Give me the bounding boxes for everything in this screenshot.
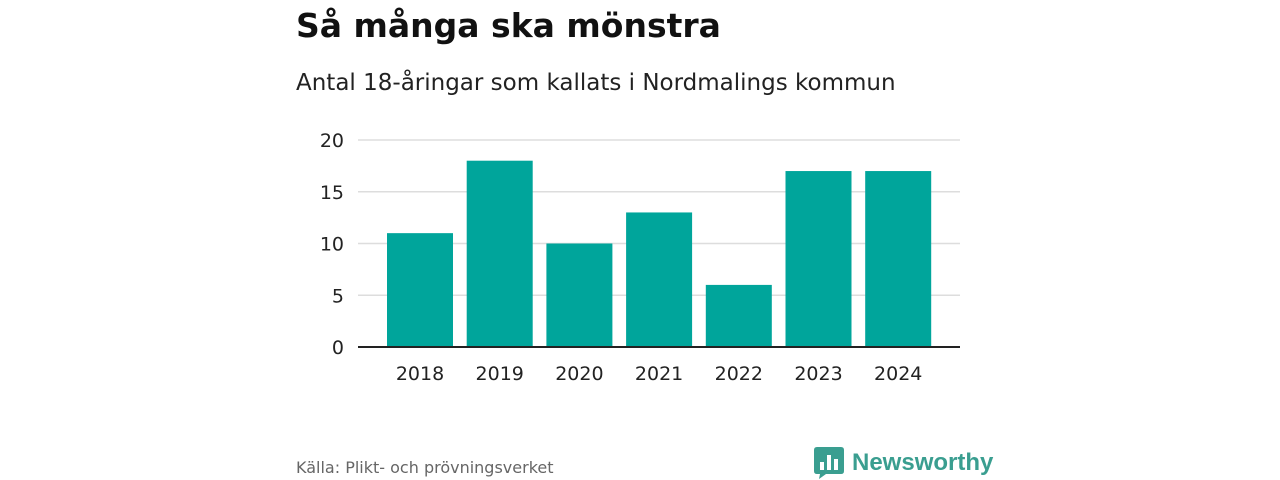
bar-2018[interactable]: [387, 233, 453, 347]
y-tick-labels: 0 5 10 15 20: [320, 130, 344, 359]
bar-chart: 0 5 10 15 20 2018 2019 2020 2021 2022 2023 2024: [320, 130, 960, 385]
brand-name: Newsworthy: [852, 449, 994, 476]
bar-2019[interactable]: [466, 160, 533, 347]
x-tick-label: 2018: [396, 363, 444, 385]
bar-2022[interactable]: [705, 284, 772, 347]
y-tick-label: 20: [320, 130, 344, 152]
y-tick-label: 0: [332, 337, 344, 359]
x-tick-label: 2020: [555, 363, 603, 385]
x-tick-label: 2024: [874, 363, 922, 385]
x-tick-label: 2019: [476, 363, 524, 385]
bar-2021[interactable]: [626, 212, 693, 347]
chart-subtitle: Antal 18-åringar som kallats i Nordmalin…: [296, 70, 896, 96]
bars: [387, 160, 932, 348]
chart-title: Så många ska mönstra: [296, 6, 721, 45]
source-note: Källa: Plikt- och prövningsverket: [296, 458, 554, 477]
y-tick-label: 10: [320, 234, 344, 256]
x-tick-label: 2022: [715, 363, 763, 385]
x-tick-labels: 2018 2019 2020 2021 2022 2023 2024: [396, 363, 923, 385]
bar-2024[interactable]: [865, 171, 932, 347]
y-tick-label: 5: [332, 285, 344, 307]
y-tick-label: 15: [320, 182, 344, 204]
bar-2023[interactable]: [785, 171, 852, 347]
bar-2020[interactable]: [546, 243, 613, 348]
x-tick-label: 2021: [635, 363, 683, 385]
bar-chart-speech-bubble-icon: [814, 447, 844, 479]
brand-logo[interactable]: Newsworthy: [814, 447, 993, 479]
x-tick-label: 2023: [794, 363, 842, 385]
